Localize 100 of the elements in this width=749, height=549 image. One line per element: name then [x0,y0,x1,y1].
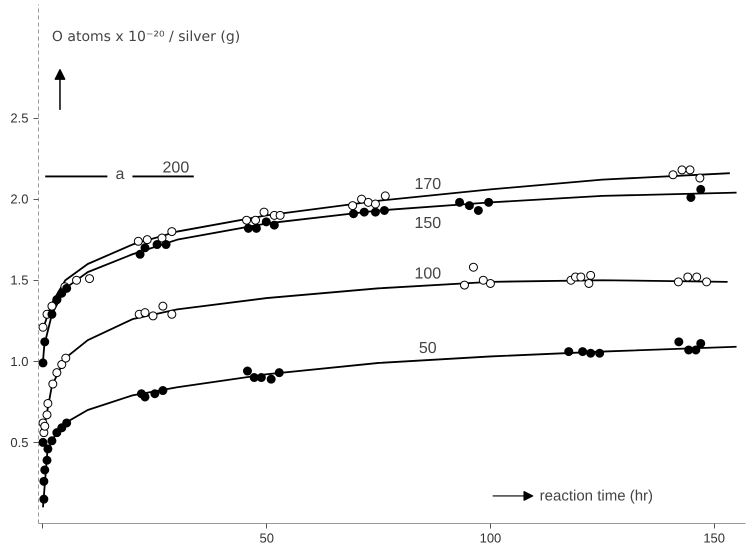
y-tick-label: 2.0 [10,192,29,207]
point [167,227,176,236]
point [40,465,50,474]
point [85,274,94,284]
point [136,250,145,259]
point [270,220,279,230]
point [677,165,686,174]
y-tick-label: 0.5 [10,434,29,450]
point [158,234,166,243]
point [162,240,171,250]
point [584,278,594,288]
point [702,277,712,286]
annotation: a [115,166,124,183]
x-tick-label: 100 [480,530,502,546]
point [72,276,82,285]
point [43,444,52,454]
point [683,272,692,282]
point [348,201,358,210]
point [140,392,150,402]
point [686,165,695,174]
series-label: 50 [418,340,437,358]
point [474,206,483,215]
point [52,368,62,378]
x-axis-title: reaction time (hr) [540,487,654,504]
point [140,308,150,318]
y-tick-label: 2.5 [10,110,29,126]
point [595,348,604,358]
point [244,224,253,233]
point [349,209,358,218]
point [242,366,252,376]
point [674,277,683,286]
point [370,200,380,208]
point [38,438,48,447]
x-tick-label: 50 [259,530,274,546]
point [274,368,284,378]
point [39,476,48,486]
point [61,354,70,363]
point [260,208,269,217]
point [40,422,50,431]
point [276,210,285,220]
point [266,374,276,384]
point [380,191,390,200]
point [167,310,176,319]
point [39,494,48,504]
y-tick-label: 1.5 [10,272,29,288]
point [47,436,56,446]
point [564,347,574,356]
point [242,216,252,225]
point [250,373,259,382]
point [486,278,495,288]
point [478,276,488,285]
point [142,235,152,244]
y-axis-title: O atoms x 10⁻²⁰ / silver (g) [52,29,240,46]
point [43,398,52,408]
point [460,280,469,290]
point [455,198,464,207]
point [692,272,702,282]
point [380,206,389,215]
point [140,243,150,252]
point [668,170,678,180]
point [42,456,52,465]
point [468,262,478,272]
point [158,386,168,395]
point [62,418,72,428]
series-label: 150 [414,214,442,232]
point [370,208,380,217]
point [256,373,266,382]
point [262,217,271,226]
point [576,272,586,282]
point [360,208,369,217]
point [40,337,50,346]
point [47,310,56,319]
point [38,322,48,332]
y-tick-label: 1.0 [10,354,29,369]
point [252,224,261,233]
point [364,198,373,207]
point [150,389,160,398]
point [484,198,494,207]
point [464,201,474,210]
point [578,347,588,356]
point [158,302,168,311]
point [696,184,706,194]
point [696,338,706,348]
series-label: 200 [162,159,190,176]
point [38,358,48,368]
point [134,236,143,246]
x-tick-label: 150 [703,530,726,546]
point [674,337,684,346]
point [586,270,596,280]
series-label: 170 [414,176,442,193]
point [57,360,66,370]
point [48,380,58,389]
point [586,348,596,358]
point [47,302,56,311]
point [695,174,704,183]
point [42,410,52,420]
point [148,311,158,320]
series-label: 100 [414,265,442,282]
point [251,216,260,225]
point [691,345,700,354]
